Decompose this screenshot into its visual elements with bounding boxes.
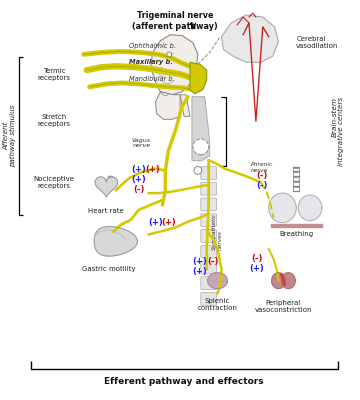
Text: Splenic
contraction: Splenic contraction (198, 298, 238, 311)
Circle shape (193, 139, 209, 155)
Polygon shape (156, 92, 180, 119)
Text: Maxillary b.: Maxillary b. (129, 59, 173, 65)
Text: Peripheral
vasoconstriction: Peripheral vasoconstriction (255, 300, 312, 313)
Circle shape (194, 166, 202, 174)
Text: Efferent pathway and effectors: Efferent pathway and effectors (104, 377, 264, 386)
Polygon shape (208, 273, 228, 289)
Polygon shape (180, 95, 190, 116)
Text: (+): (+) (249, 264, 264, 273)
FancyBboxPatch shape (201, 277, 216, 290)
Text: (+): (+) (193, 267, 207, 276)
Text: (+): (+) (148, 218, 163, 226)
FancyBboxPatch shape (201, 182, 216, 195)
Text: (+): (+) (131, 166, 146, 174)
Text: Gastric motility: Gastric motility (82, 266, 136, 272)
Polygon shape (269, 193, 296, 223)
Polygon shape (282, 273, 295, 288)
FancyBboxPatch shape (201, 166, 216, 179)
Text: Stretch
receptors: Stretch receptors (38, 114, 71, 127)
Text: Trigeminal nerve
(afferent pathway): Trigeminal nerve (afferent pathway) (132, 11, 218, 30)
Text: (+): (+) (193, 257, 207, 266)
FancyBboxPatch shape (201, 245, 216, 258)
Polygon shape (272, 273, 285, 288)
Text: Phrenic
nerve: Phrenic nerve (251, 162, 273, 173)
Text: Vagus
nerve: Vagus nerve (132, 138, 150, 148)
Text: Nociceptive
receptors: Nociceptive receptors (34, 176, 75, 189)
Text: Heart rate: Heart rate (89, 208, 124, 214)
FancyBboxPatch shape (201, 261, 216, 274)
FancyBboxPatch shape (201, 292, 216, 305)
Polygon shape (221, 15, 279, 62)
Text: (-): (-) (256, 181, 267, 190)
Text: Mandibular b.: Mandibular b. (129, 76, 175, 82)
Polygon shape (190, 62, 207, 94)
FancyBboxPatch shape (201, 230, 216, 242)
Circle shape (167, 52, 172, 57)
Polygon shape (298, 195, 322, 221)
Text: (-): (-) (133, 185, 144, 194)
Polygon shape (95, 177, 118, 197)
Text: Afferent
pathway stimulus: Afferent pathway stimulus (3, 105, 17, 167)
Text: (+): (+) (131, 175, 146, 184)
Text: Brain-stem
integrative centers: Brain-stem integrative centers (331, 96, 345, 166)
Text: (-): (-) (251, 254, 262, 263)
Polygon shape (192, 97, 210, 161)
FancyBboxPatch shape (201, 198, 216, 211)
Text: Termic
receptors: Termic receptors (38, 68, 71, 80)
FancyBboxPatch shape (201, 214, 216, 226)
Polygon shape (94, 226, 138, 256)
Text: (+): (+) (161, 218, 176, 226)
Polygon shape (150, 35, 198, 95)
Text: Breathing: Breathing (279, 232, 313, 238)
Text: (-): (-) (207, 257, 218, 266)
Text: Sympathetic
nerves: Sympathetic nerves (212, 213, 222, 250)
Text: (+): (+) (145, 166, 160, 174)
Text: (-): (-) (256, 171, 267, 180)
Text: Ophthalmic b.: Ophthalmic b. (129, 42, 176, 48)
Text: Cerebral
vasodilation: Cerebral vasodilation (296, 36, 339, 49)
